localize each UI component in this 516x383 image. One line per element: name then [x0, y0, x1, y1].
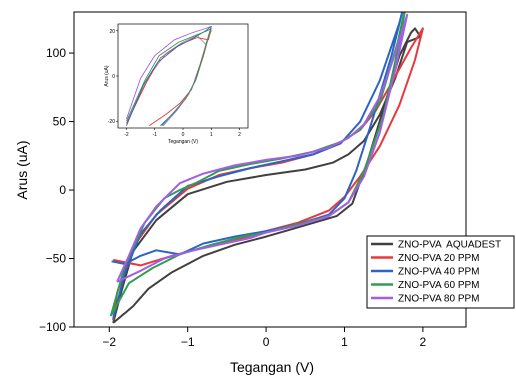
y-axis-label: Arus (uA) [14, 140, 30, 199]
inset-series-line [126, 25, 212, 126]
inset-y-tick-label: 0 [112, 74, 115, 80]
inset-x-axis-label: Tegangan (V) [168, 139, 198, 145]
inset-x-tick-label: 0 [182, 132, 185, 138]
inset-x-tick-label: 1 [210, 132, 213, 138]
legend[interactable]: ZNO-PVA AQUADEST ZNO-PVA 20 PPM ZNO-PVA 40… [366, 235, 515, 309]
x-tick-label: −2 [102, 335, 116, 349]
inset-series-line [161, 26, 212, 126]
inset-x-tick-label: -1 [153, 132, 158, 138]
y-tick-label: 0 [59, 183, 66, 197]
series-layer [109, 12, 424, 324]
legend-label-zno-pva-20-ppm: ZNO-PVA 20 PPM [398, 253, 480, 264]
inset-x-tick-label: -2 [124, 132, 129, 138]
legend-label-zno-pva-aquadest: ZNO-PVA AQUADEST [398, 240, 501, 251]
inset-axis-ticks: -2 -1 0 1 2 -20 0 20 [108, 29, 241, 138]
series-line-zno-pva-40-ppm [111, 12, 404, 320]
inset-y-axis-label: Arus (uA) [104, 65, 110, 86]
x-tick-label: −1 [181, 335, 195, 349]
x-axis-label: Tegangan (V) [230, 359, 314, 375]
series-line-zno-pva-60-ppm [109, 12, 406, 317]
inset-series-line [148, 26, 212, 127]
y-tick-label: 50 [53, 115, 67, 129]
y-tick-label: −100 [39, 320, 66, 334]
x-tick-label: 0 [263, 335, 270, 349]
inset-frame [117, 23, 249, 129]
inset-series-line [126, 28, 212, 122]
inset-y-tick-label: -20 [108, 119, 115, 125]
x-tick-label: 1 [341, 335, 348, 349]
x-tick-label: 2 [420, 335, 427, 349]
inset-series-line [126, 25, 212, 120]
inset-x-tick-label: 2 [238, 132, 241, 138]
series-line-zno-pva-80-ppm [116, 13, 409, 283]
y-tick-label: 100 [46, 46, 66, 60]
inset-series-line [126, 28, 212, 124]
legend-label-zno-pva-80-ppm: ZNO-PVA 80 PPM [398, 294, 480, 305]
plot-frame [73, 11, 467, 328]
series-line-zno-pva-aquadest [112, 27, 422, 324]
legend-label-zno-pva-60-ppm: ZNO-PVA 60 PPM [398, 280, 480, 291]
inset-y-tick-label: 20 [109, 29, 115, 35]
y-tick-label: −50 [46, 252, 67, 266]
legend-label-zno-pva-40-ppm: ZNO-PVA 40 PPM [398, 267, 480, 278]
inset-chart: -2 -1 0 1 2 -20 0 20 Tegangan (V) Arus (uA) [104, 23, 249, 145]
inset-series-layer [126, 25, 212, 127]
